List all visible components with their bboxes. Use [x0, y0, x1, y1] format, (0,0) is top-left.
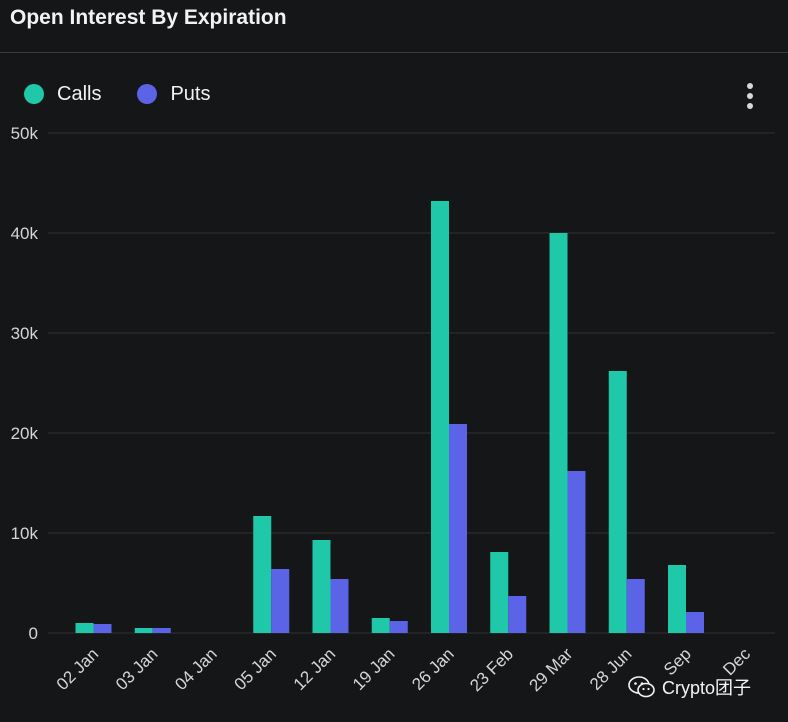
puts-bar[interactable] — [567, 471, 586, 633]
x-tick-label: 29 Mar — [525, 644, 576, 695]
watermark: Crypto团子 — [628, 674, 751, 700]
y-tick-label: 20k — [11, 424, 39, 443]
x-tick-label: 05 Jan — [231, 644, 281, 694]
more-vertical-icon[interactable] — [738, 80, 762, 112]
calls-legend-label: Calls — [57, 82, 102, 105]
puts-bar[interactable] — [152, 628, 171, 633]
y-tick-label: 30k — [11, 324, 39, 343]
calls-bar[interactable] — [253, 516, 272, 633]
puts-bar[interactable] — [686, 612, 704, 633]
x-tick-label: 26 Jan — [408, 644, 458, 694]
puts-bar[interactable] — [626, 579, 645, 633]
y-tick-label: 0 — [29, 624, 38, 643]
x-tick-label: 02 Jan — [53, 644, 103, 694]
x-tick-label: 23 Feb — [466, 644, 517, 695]
wechat-icon — [628, 676, 655, 698]
menu-dot — [747, 83, 753, 89]
x-tick-label: 19 Jan — [349, 644, 399, 694]
legend-item-calls[interactable]: Calls — [24, 83, 101, 106]
puts-bar[interactable] — [93, 624, 112, 633]
calls-bar[interactable] — [549, 233, 568, 633]
puts-legend-dot — [137, 84, 158, 104]
chart-title: Open Interest By Expiration — [10, 6, 287, 29]
calls-bar[interactable] — [371, 618, 390, 633]
puts-legend-label: Puts — [170, 82, 211, 105]
y-tick-label: 10k — [11, 524, 39, 543]
x-tick-label: 04 Jan — [171, 644, 221, 694]
calls-legend-dot — [24, 84, 44, 104]
watermark-text: Crypto团子 — [662, 678, 752, 698]
puts-bar[interactable] — [271, 569, 290, 633]
legend-item-puts[interactable]: Puts — [137, 83, 210, 106]
calls-bar[interactable] — [668, 565, 686, 633]
menu-dot — [747, 93, 753, 99]
puts-bar[interactable] — [449, 424, 467, 633]
y-tick-label: 50k — [11, 124, 39, 143]
calls-bar[interactable] — [134, 628, 153, 633]
puts-bar[interactable] — [330, 579, 349, 633]
menu-dot — [747, 103, 753, 109]
calls-bar[interactable] — [75, 623, 94, 633]
x-tick-label: 03 Jan — [112, 644, 162, 694]
puts-bar[interactable] — [508, 596, 527, 633]
puts-bar[interactable] — [389, 621, 408, 633]
x-tick-label: 12 Jan — [290, 644, 340, 694]
calls-bar[interactable] — [431, 201, 449, 633]
chart-header: Open Interest By Expiration — [0, 0, 788, 53]
chart-legend: Calls Puts — [24, 82, 246, 106]
calls-bar[interactable] — [490, 552, 509, 633]
y-tick-label: 40k — [11, 224, 39, 243]
calls-bar[interactable] — [312, 540, 331, 633]
calls-bar[interactable] — [608, 371, 627, 633]
